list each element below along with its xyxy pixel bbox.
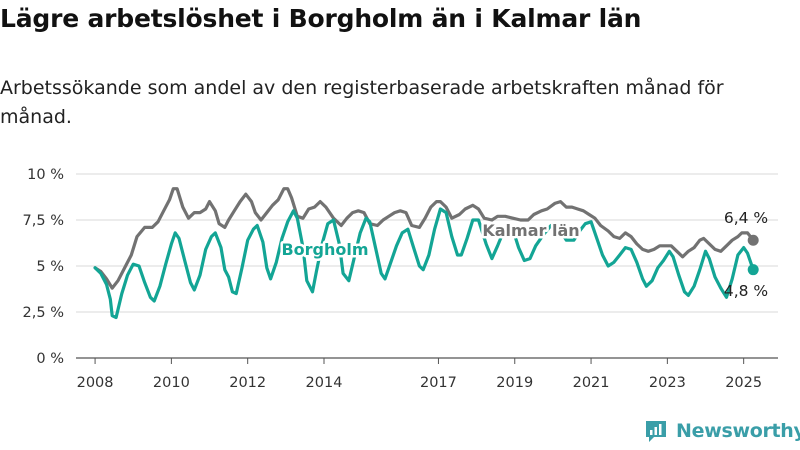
x-tick-label: 2017 — [420, 375, 457, 391]
chart-title: Lägre arbetslöshet i Borgholm än i Kalma… — [0, 4, 642, 33]
x-tick-label: 2021 — [573, 375, 610, 391]
end-label-kalmar: 6,4 % — [724, 209, 768, 227]
y-tick-label: 10 % — [27, 167, 64, 183]
chart-subtitle: Arbetssökande som andel av den registerb… — [0, 77, 724, 128]
newsworthy-logo-icon — [646, 421, 666, 442]
y-tick-label: 0 % — [36, 351, 64, 367]
series-label-borgholm-halo: Borgholm — [281, 240, 368, 259]
series-line-borgholm — [93, 207, 755, 320]
series-end-marker — [747, 264, 759, 276]
series-line-kalmar-län — [93, 187, 755, 290]
x-tick-label: 2014 — [306, 375, 343, 391]
x-tick-label: 2023 — [649, 375, 686, 391]
series-label-borgholm: Borgholm — [281, 240, 368, 259]
end-label-borgholm: 4,8 % — [724, 282, 768, 300]
y-tick-label: 2,5 % — [23, 305, 64, 321]
series-label-kalmar: Kalmar län — [482, 221, 579, 240]
x-tick-label: 2012 — [229, 375, 266, 391]
x-tick-label: 2025 — [725, 375, 762, 391]
x-tick-label: 2010 — [153, 375, 190, 391]
x-tick-label: 2019 — [496, 375, 533, 391]
newsworthy-logo: Newsworthy — [644, 419, 800, 443]
y-tick-label: 5 % — [36, 259, 64, 275]
newsworthy-logo-text: Newsworthy — [676, 420, 800, 442]
series-end-marker — [747, 234, 759, 246]
series-label-kalmar-halo: Kalmar län — [482, 221, 579, 240]
y-tick-label: 7,5 % — [23, 213, 64, 229]
x-tick-label: 2008 — [77, 375, 114, 391]
